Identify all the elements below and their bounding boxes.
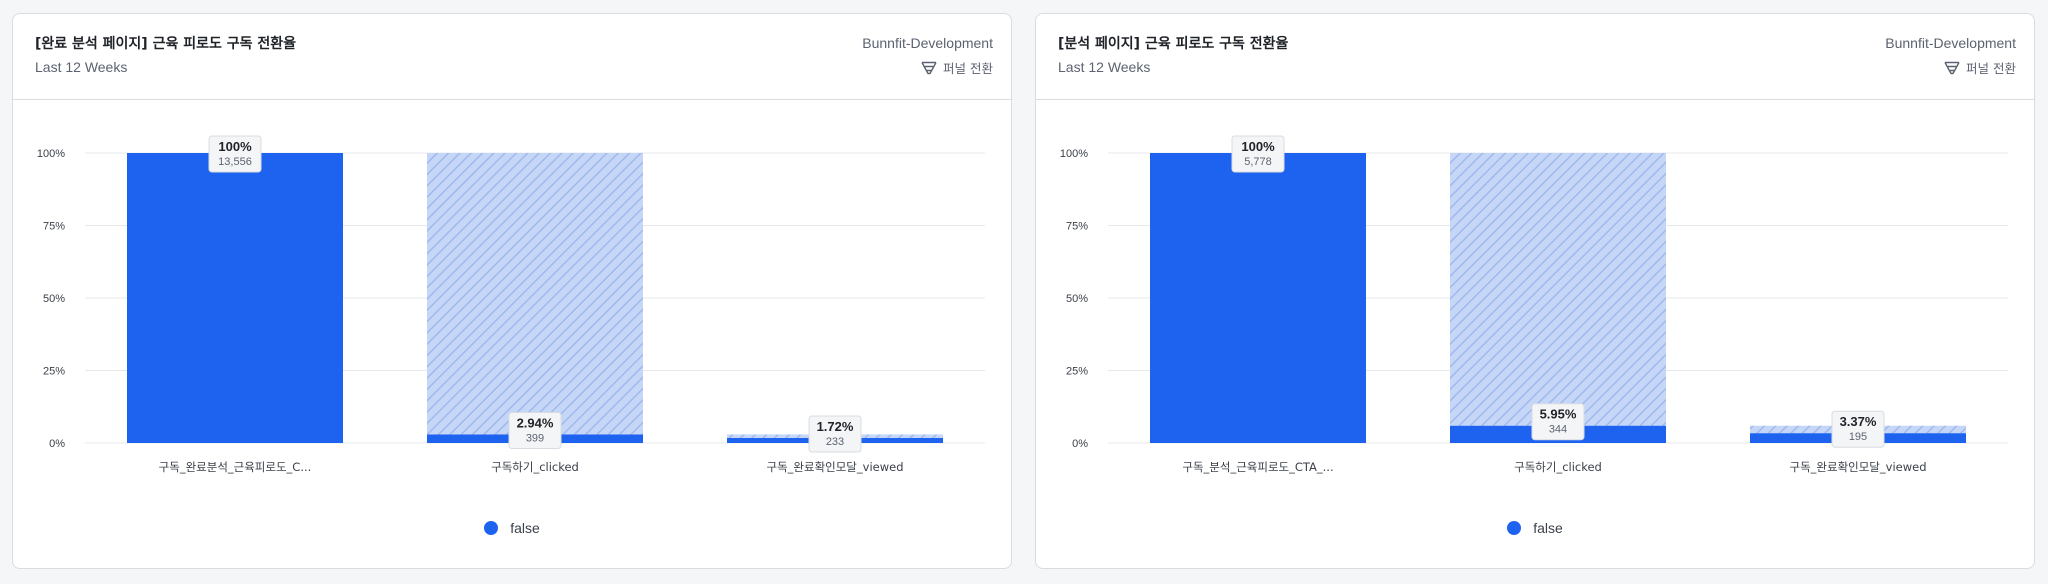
count-label: 233 (826, 436, 844, 448)
funnel-icon (921, 61, 937, 74)
date-range-label: Last 12 Weeks (1058, 59, 1151, 75)
date-range-label: Last 12 Weeks (35, 59, 128, 75)
chart-legend: false (13, 520, 1011, 536)
y-tick-label: 100% (37, 148, 65, 160)
x-tick-label: 구독_완료확인모달_viewed (1790, 460, 1927, 474)
card-title[interactable]: [분석 페이지] 근육 피로도 구독 전환율 (1058, 36, 1289, 52)
y-tick-label: 50% (1066, 293, 1088, 305)
dropoff-bar[interactable] (427, 153, 643, 435)
legend-label[interactable]: false (510, 520, 540, 536)
count-label: 399 (526, 432, 544, 444)
y-tick-label: 50% (43, 293, 65, 305)
value-label: 100% 13,556 (208, 135, 262, 173)
funnel-card: [완료 분석 페이지] 근육 피로도 구독 전환율 Last 12 Weeks … (12, 13, 1012, 569)
conversion-bar[interactable] (127, 153, 343, 443)
x-tick-label: 구독_완료분석_근육피로도_C... (159, 460, 312, 474)
legend-swatch (484, 521, 499, 535)
chart-legend: false (1036, 520, 2034, 536)
value-label: 3.37% 195 (1831, 410, 1885, 448)
card-header: [분석 페이지] 근육 피로도 구독 전환율 Last 12 Weeks Bun… (1036, 14, 2034, 100)
conversion-bar[interactable] (1150, 153, 1366, 443)
x-tick-label: 구독하기_clicked (1514, 460, 1602, 474)
percent-label: 5.95% (1540, 407, 1577, 422)
funnel-mode-badge: 퍼널 전환 (1944, 58, 2016, 77)
funnel-card: [분석 페이지] 근육 피로도 구독 전환율 Last 12 Weeks Bun… (1035, 13, 2035, 569)
funnel-chart: 100% 75% 50% 25% 0% 100% 5,778 구독_분석_근육피로도_CTA_… (1060, 135, 2008, 474)
y-tick-label: 75% (1066, 221, 1088, 233)
y-tick-label: 75% (43, 221, 65, 233)
card-header: [완료 분석 페이지] 근육 피로도 구독 전환율 Last 12 Weeks … (13, 14, 1011, 100)
funnel-mode-label: 퍼널 전환 (1966, 61, 2016, 76)
x-tick-label: 구독하기_clicked (491, 460, 579, 474)
card-title[interactable]: [완료 분석 페이지] 근육 피로도 구독 전환율 (35, 36, 297, 52)
funnel-chart: 100% 75% 50% 25% 0% 100% 13,556 구독_완료분석_근육피로도_C… (37, 135, 985, 474)
legend-swatch (1507, 521, 1522, 535)
count-label: 195 (1849, 431, 1867, 443)
y-tick-label: 25% (1066, 366, 1088, 378)
x-tick-label: 구독_분석_근육피로도_CTA_... (1182, 460, 1333, 474)
percent-label: 2.94% (517, 415, 554, 430)
value-label: 5.95% 344 (1531, 403, 1585, 441)
legend-label[interactable]: false (1533, 520, 1563, 536)
count-label: 13,556 (218, 156, 252, 168)
y-tick-label: 100% (1060, 148, 1088, 160)
funnel-mode-label: 퍼널 전환 (943, 61, 993, 76)
value-label: 1.72% 233 (808, 415, 862, 453)
percent-label: 100% (1241, 139, 1275, 154)
value-label: 2.94% 399 (508, 411, 562, 449)
x-tick-label: 구독_완료확인모달_viewed (767, 460, 904, 474)
project-name: Bunnfit-Development (862, 35, 993, 51)
y-tick-label: 25% (43, 366, 65, 378)
percent-label: 3.37% (1840, 414, 1877, 429)
value-label: 100% 5,778 (1231, 135, 1285, 173)
dropoff-bar[interactable] (1450, 153, 1666, 426)
funnel-icon (1944, 61, 1960, 74)
count-label: 344 (1549, 424, 1567, 436)
funnel-mode-badge: 퍼널 전환 (921, 58, 993, 77)
percent-label: 1.72% (817, 419, 854, 434)
count-label: 5,778 (1244, 156, 1272, 168)
percent-label: 100% (218, 139, 252, 154)
y-tick-label: 0% (1072, 438, 1088, 450)
y-tick-label: 0% (49, 438, 65, 450)
project-name: Bunnfit-Development (1885, 35, 2016, 51)
